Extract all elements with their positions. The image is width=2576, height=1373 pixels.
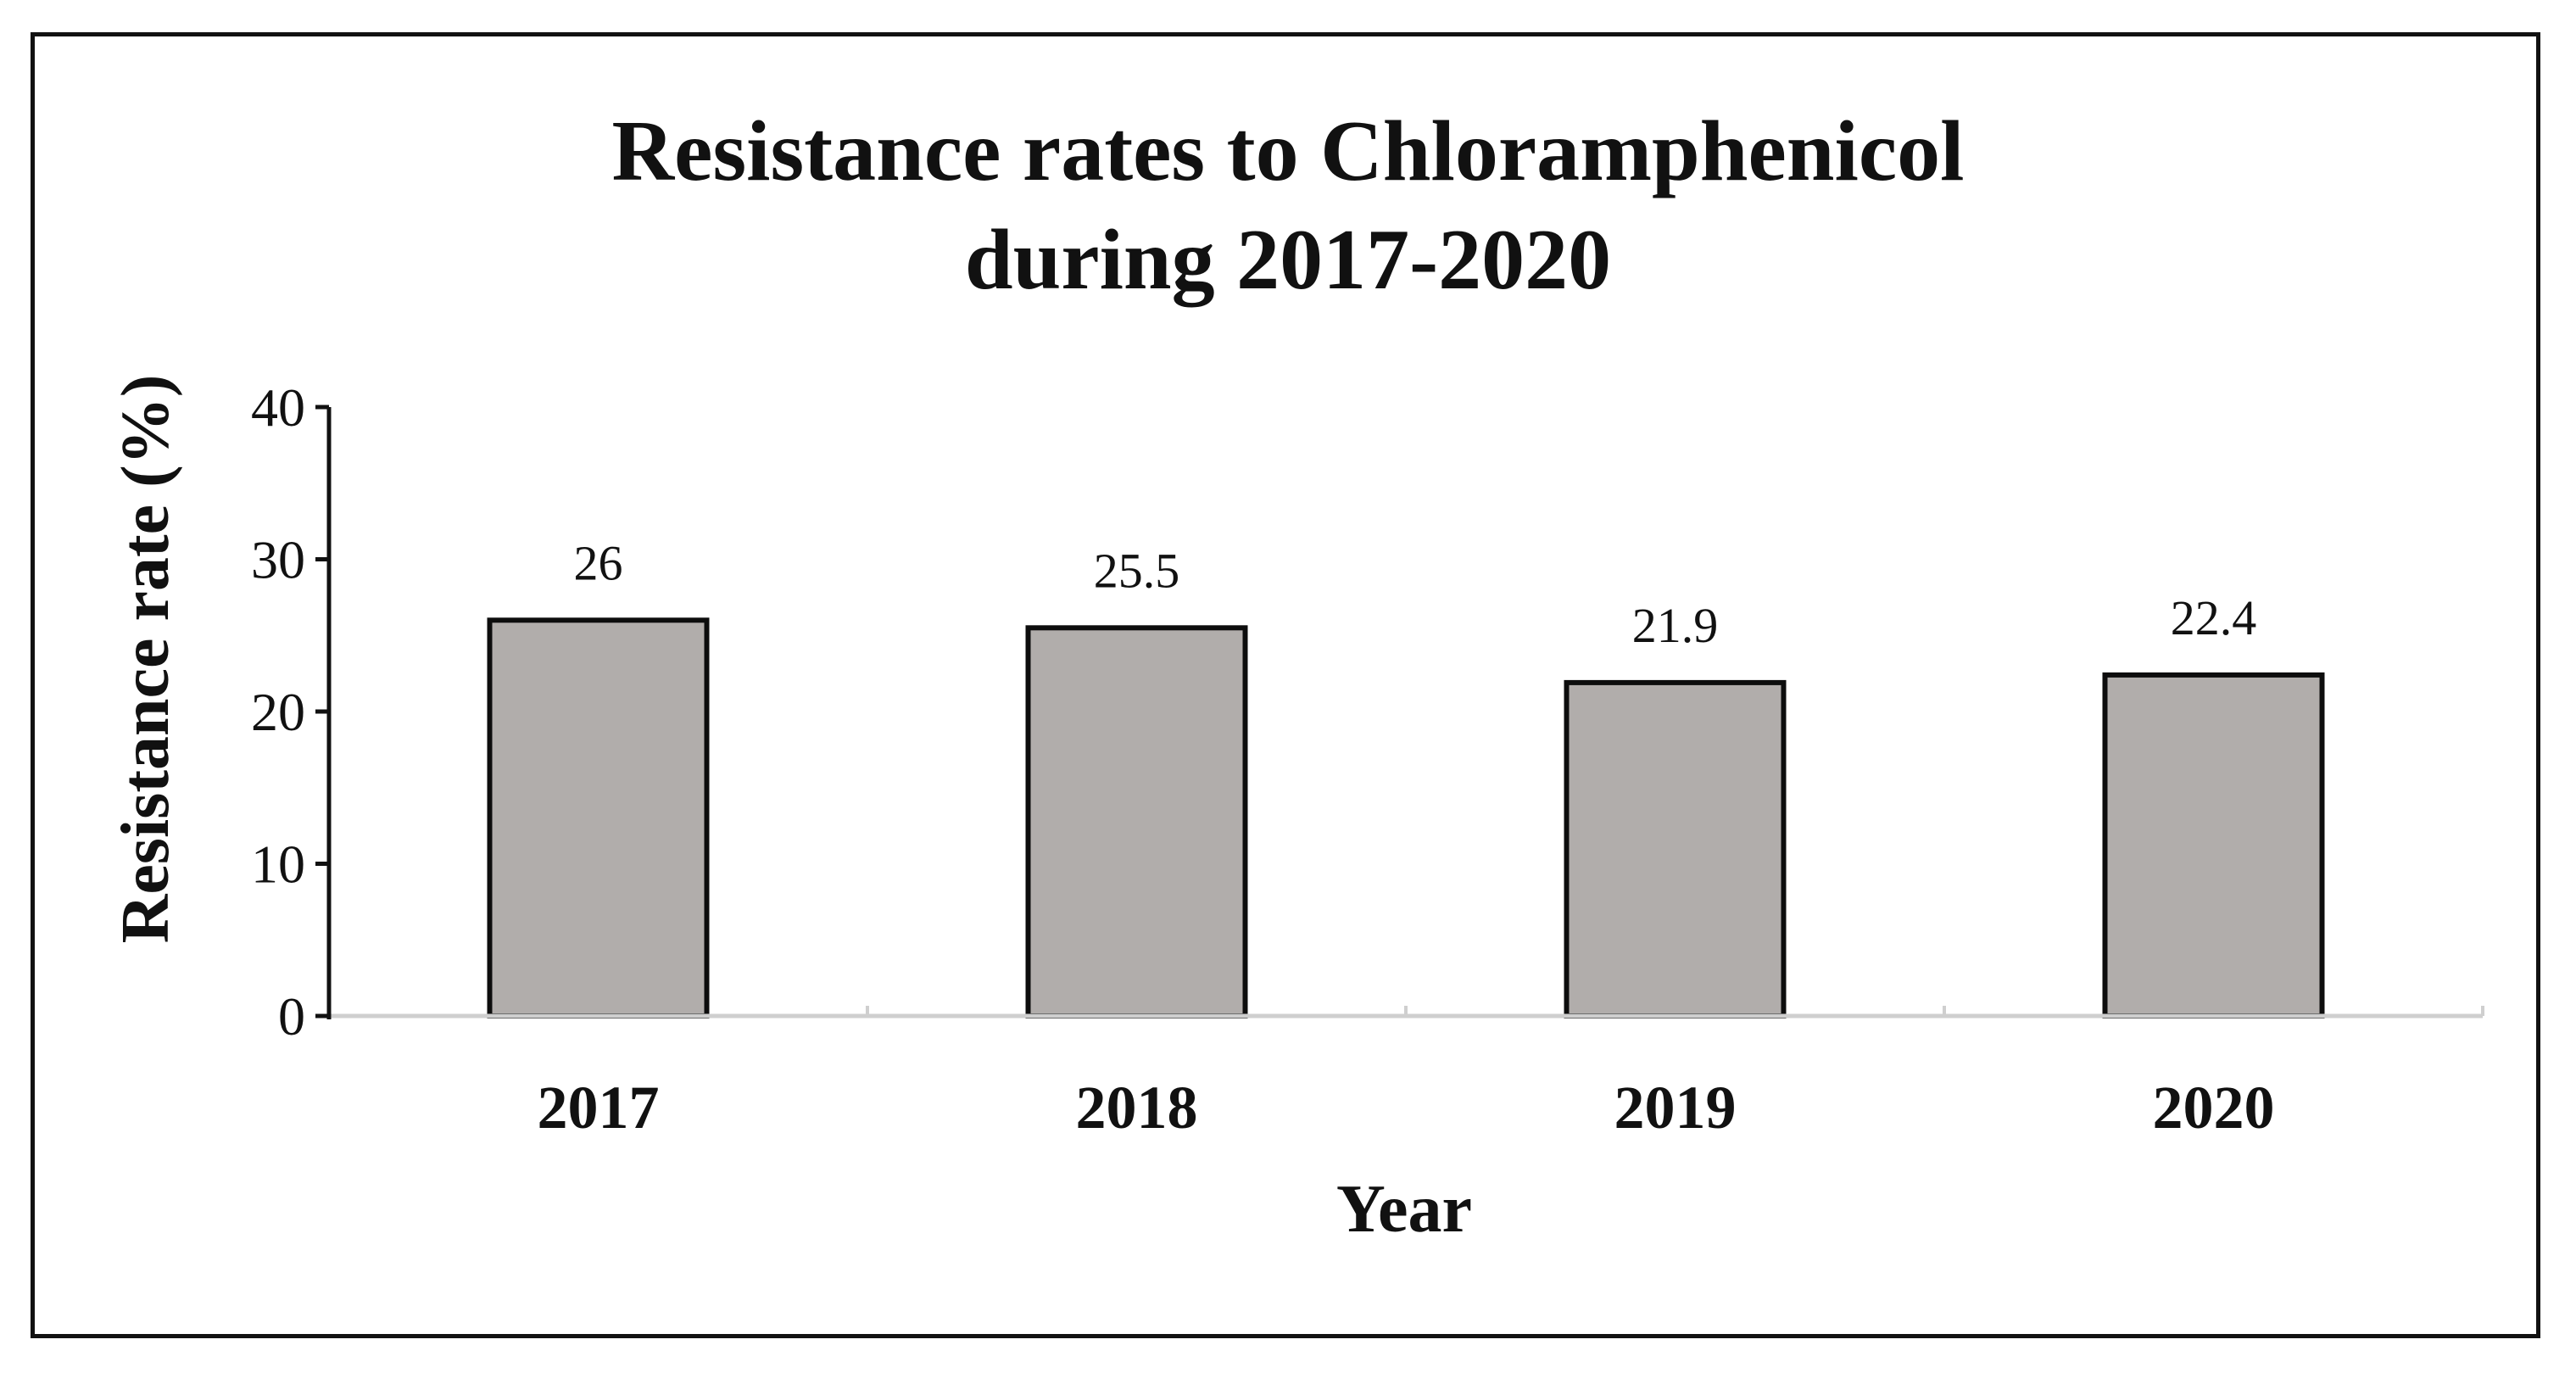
plot-area: 26 2017 25.5 2018 21.9 2019 22.4 2020 0 10 20 30 40 <box>251 377 2484 1141</box>
bar-2018 <box>1025 625 1248 1019</box>
chart-title-line-2: during 2017-2020 <box>965 212 1611 308</box>
data-label-2018: 25.5 <box>1094 543 1180 598</box>
data-label-2017: 26 <box>574 535 623 590</box>
y-tick-label-20: 20 <box>251 682 305 742</box>
x-tick-label-2020: 2020 <box>2153 1074 2275 1141</box>
chart-title: Resistance rates to Chloramphenicol duri… <box>612 103 1965 308</box>
bar-2020 <box>2102 672 2325 1019</box>
y-tick-label-30: 30 <box>251 530 305 590</box>
data-label-2019: 21.9 <box>1632 598 1719 653</box>
x-axis-title: Year <box>1336 1172 1472 1247</box>
x-tick-label-2018: 2018 <box>1076 1074 1198 1141</box>
y-axis-title: Resistance rate (%) <box>109 375 183 944</box>
chart-title-line-1: Resistance rates to Chloramphenicol <box>612 103 1965 199</box>
bar-2019 <box>1564 679 1787 1019</box>
x-tick-label-2017: 2017 <box>538 1074 660 1141</box>
data-label-2020: 22.4 <box>2171 590 2257 645</box>
y-tick-label-10: 10 <box>251 834 305 895</box>
y-tick-label-40: 40 <box>251 377 305 438</box>
x-tick-label-2019: 2019 <box>1614 1074 1737 1141</box>
bar-2017 <box>487 617 710 1019</box>
y-tick-label-0: 0 <box>278 986 305 1046</box>
